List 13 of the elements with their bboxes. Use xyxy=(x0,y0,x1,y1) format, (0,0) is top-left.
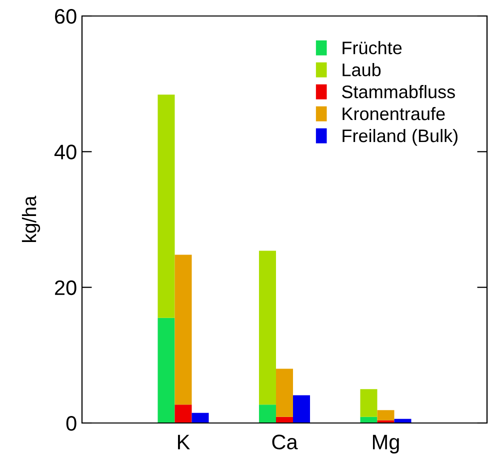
legend-label: Früchte xyxy=(342,41,402,54)
x-tick-label: Mg xyxy=(372,434,399,454)
y-tick-label: 20 xyxy=(55,280,76,296)
legend-label: Kronentraufe xyxy=(342,106,445,120)
legend-label: Stammabfluss xyxy=(342,84,455,98)
x-tick-label: K xyxy=(178,434,190,450)
legend-label: Laub xyxy=(342,63,381,76)
x-tick-label: Ca xyxy=(272,434,298,450)
legend-label: Freiland (Bulk) xyxy=(342,128,458,146)
y-axis-title: kg/ha xyxy=(22,196,40,242)
y-tick-label: 40 xyxy=(54,144,76,160)
y-tick-label: 0 xyxy=(66,416,76,431)
y-tick-label: 60 xyxy=(55,9,76,24)
